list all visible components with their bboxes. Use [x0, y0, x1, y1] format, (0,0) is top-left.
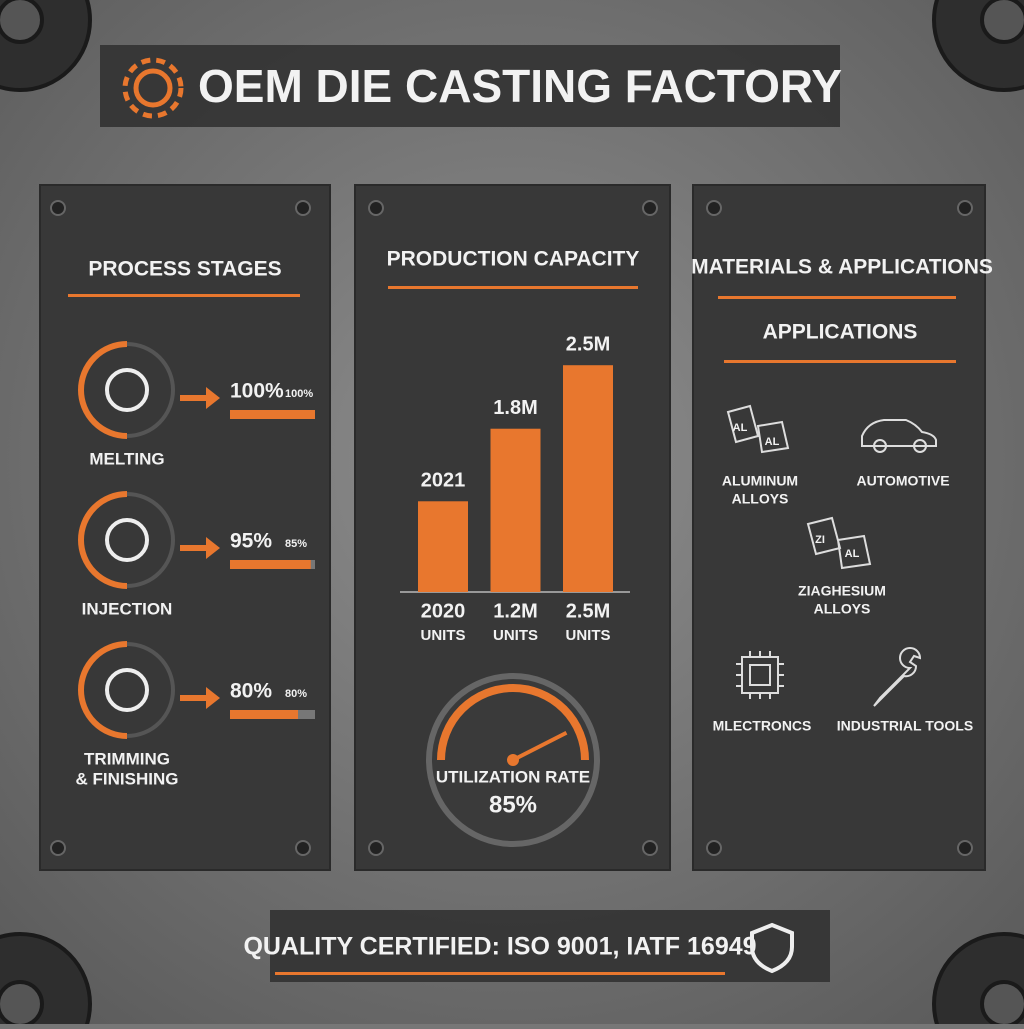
- bar-bottom-label: 2.5M: [566, 600, 610, 622]
- stage-name: & FINISHING: [76, 769, 179, 788]
- bar-top-label: 1.8M: [493, 397, 537, 419]
- material-label: ALLOYS: [814, 601, 871, 617]
- arrow: [180, 537, 220, 559]
- gear-icon: [122, 57, 184, 119]
- stage-icon: [105, 368, 149, 412]
- bar: [563, 365, 613, 592]
- header-title: OEM DIE CASTING FACTORY: [198, 60, 842, 112]
- arrow: [180, 687, 220, 709]
- stage-small-label: 85%: [285, 538, 307, 550]
- title-rule: [718, 296, 956, 299]
- gauge-arc: [437, 684, 589, 761]
- footer-rule: [275, 972, 725, 975]
- material-label: MLECTRONCS: [713, 718, 812, 734]
- icon-text: AL: [765, 436, 780, 448]
- screw: [295, 200, 311, 216]
- screw: [706, 840, 722, 856]
- bar-bottom-label: UNITS: [493, 627, 538, 644]
- stage-small-label: 100%: [285, 388, 313, 400]
- panel-title: PROCESS STAGES: [88, 258, 281, 281]
- screw: [295, 840, 311, 856]
- bar-bottom-label: 2020: [421, 600, 466, 622]
- progress-bar: [230, 410, 315, 419]
- title-rule: [388, 286, 638, 289]
- icon-text: AL: [845, 548, 860, 560]
- material-label: INDUSTRIAL TOOLS: [837, 718, 973, 734]
- progress-bar: [230, 710, 298, 719]
- gauge-label: UTILIZATION RATE: [436, 767, 590, 786]
- stage-icon: [105, 668, 149, 712]
- bar: [418, 501, 468, 592]
- material-label: ALLOYS: [732, 491, 789, 507]
- material-icons: [726, 404, 937, 707]
- bar-bottom-label: 1.2M: [493, 600, 537, 622]
- screw: [50, 200, 66, 216]
- bar-top-label: 2021: [421, 470, 466, 492]
- title-rule: [724, 360, 956, 363]
- screw: [957, 840, 973, 856]
- footer-band: [270, 910, 830, 982]
- progress-bar: [230, 560, 311, 569]
- stage-small-label: 80%: [285, 688, 307, 700]
- shield-icon: [750, 922, 794, 974]
- material-label: ZIAGHESIUM: [798, 583, 886, 599]
- bar: [490, 428, 541, 592]
- gauge-needle: [512, 730, 568, 762]
- gauge-hub: [507, 754, 519, 766]
- stage-name: INJECTION: [82, 599, 173, 618]
- title-rule: [68, 294, 300, 297]
- screw: [368, 840, 384, 856]
- bar-bottom-label: UNITS: [566, 627, 611, 644]
- stage-ring-arc: [78, 641, 128, 739]
- icon-text: ZI: [815, 534, 825, 546]
- stage-ring-arc: [78, 491, 128, 589]
- panel-title: PRODUCTION CAPACITY: [387, 248, 640, 271]
- stage-value: 95%: [230, 530, 272, 553]
- panel-title: MATERIALS & APPLICATIONS: [691, 256, 993, 279]
- gauge-value: 85%: [489, 791, 537, 818]
- material-label: ALUMINUM: [722, 473, 798, 489]
- stage-name: TRIMMING: [84, 749, 170, 768]
- stage-ring-arc: [78, 341, 128, 439]
- bar-bottom-label: UNITS: [421, 627, 466, 644]
- icon-text: AL: [733, 422, 748, 434]
- stage-icon: [105, 518, 149, 562]
- stage-name: MELTING: [89, 449, 164, 468]
- header-band: [100, 45, 840, 127]
- panel-subtitle: APPLICATIONS: [763, 321, 918, 344]
- screw: [642, 840, 658, 856]
- panels: [39, 184, 986, 871]
- stage-value: 80%: [230, 680, 272, 703]
- screw: [642, 200, 658, 216]
- screw: [368, 200, 384, 216]
- material-label: AUTOMOTIVE: [856, 473, 949, 489]
- screw: [50, 840, 66, 856]
- screw: [706, 200, 722, 216]
- screw: [957, 200, 973, 216]
- footer-text: QUALITY CERTIFIED: ISO 9001, IATF 16949: [243, 933, 756, 961]
- bar-top-label: 2.5M: [566, 333, 610, 355]
- screws: [50, 200, 973, 856]
- stage-value: 100%: [230, 380, 284, 403]
- arrow: [180, 387, 220, 409]
